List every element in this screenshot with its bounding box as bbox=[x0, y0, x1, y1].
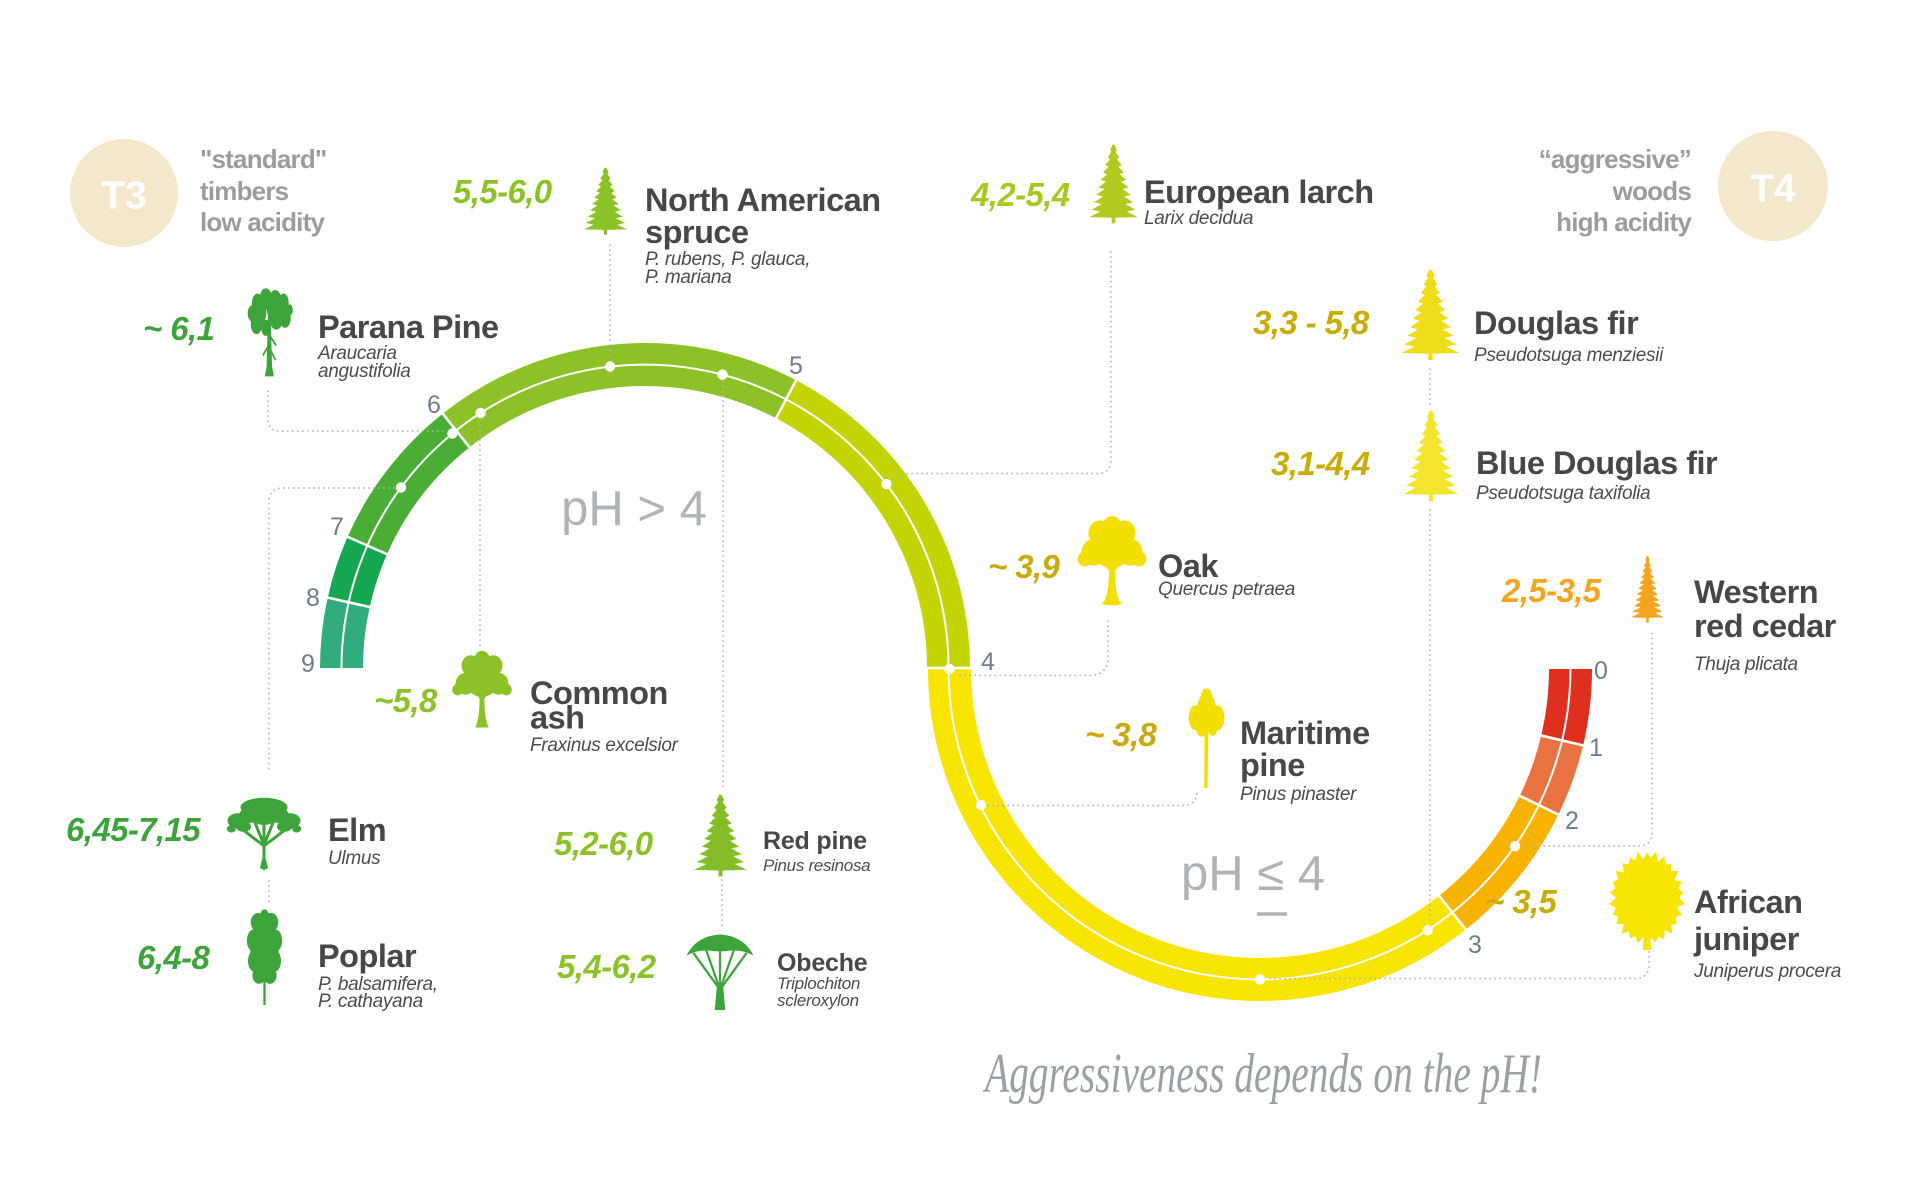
svg-text:Western: Western bbox=[1694, 574, 1818, 610]
svg-text:Ulmus: Ulmus bbox=[328, 848, 381, 869]
svg-text:3,1-4,4: 3,1-4,4 bbox=[1271, 445, 1370, 482]
svg-text:pH > 4: pH > 4 bbox=[561, 482, 707, 536]
svg-text:Elm: Elm bbox=[328, 812, 386, 848]
svg-text:ash: ash bbox=[530, 700, 585, 736]
svg-text:scleroxylon: scleroxylon bbox=[777, 991, 859, 1010]
svg-text:Blue Douglas fir: Blue Douglas fir bbox=[1476, 445, 1718, 481]
svg-text:T4: T4 bbox=[1750, 168, 1796, 211]
svg-text:Pinus resinosa: Pinus resinosa bbox=[763, 856, 870, 875]
svg-text:woods: woods bbox=[1612, 176, 1692, 206]
svg-text:Aggressiveness depends on the: Aggressiveness depends on the pH! bbox=[982, 1043, 1542, 1105]
svg-text:pine: pine bbox=[1240, 747, 1305, 783]
svg-text:Pseudotsuga taxifolia: Pseudotsuga taxifolia bbox=[1476, 483, 1650, 504]
svg-text:P. mariana: P. mariana bbox=[645, 267, 731, 288]
svg-text:8: 8 bbox=[306, 584, 320, 612]
svg-text:Oak: Oak bbox=[1158, 548, 1219, 584]
svg-text:5,4-6,2: 5,4-6,2 bbox=[557, 948, 657, 985]
svg-text:3: 3 bbox=[1468, 931, 1482, 959]
svg-text:3,3 - 5,8: 3,3 - 5,8 bbox=[1253, 304, 1370, 341]
svg-text:North American: North American bbox=[645, 182, 881, 218]
svg-text:high acidity: high acidity bbox=[1556, 207, 1692, 237]
svg-text:timbers: timbers bbox=[200, 176, 289, 206]
svg-text:European larch: European larch bbox=[1144, 174, 1374, 210]
svg-text:Quercus petraea: Quercus petraea bbox=[1158, 579, 1295, 600]
svg-text:Triplochiton: Triplochiton bbox=[777, 974, 860, 993]
svg-text:1: 1 bbox=[1589, 734, 1603, 762]
svg-text:~5,8: ~5,8 bbox=[374, 682, 438, 719]
svg-text:4: 4 bbox=[981, 648, 995, 676]
svg-text:5,5-6,0: 5,5-6,0 bbox=[453, 173, 553, 210]
svg-text:6,45-7,15: 6,45-7,15 bbox=[66, 811, 201, 848]
svg-text:Douglas fir: Douglas fir bbox=[1474, 305, 1639, 341]
svg-text:~ 3,8: ~ 3,8 bbox=[1085, 716, 1158, 753]
svg-text:6: 6 bbox=[427, 391, 441, 419]
svg-text:Common: Common bbox=[530, 675, 668, 711]
svg-text:angustifolia: angustifolia bbox=[318, 361, 411, 382]
svg-text:7: 7 bbox=[330, 513, 344, 541]
svg-text:Parana Pine: Parana Pine bbox=[318, 309, 499, 345]
svg-text:Juniperus procera: Juniperus procera bbox=[1693, 961, 1841, 982]
svg-text:9: 9 bbox=[301, 650, 315, 678]
svg-text:Pseudotsuga menziesii: Pseudotsuga menziesii bbox=[1474, 345, 1664, 366]
svg-text:red cedar: red cedar bbox=[1694, 608, 1837, 644]
svg-text:African: African bbox=[1694, 884, 1802, 920]
svg-text:6,4-8: 6,4-8 bbox=[137, 939, 210, 976]
svg-text:0: 0 bbox=[1594, 657, 1608, 685]
svg-text:5,2-6,0: 5,2-6,0 bbox=[554, 825, 654, 862]
svg-text:pH ≤ 4: pH ≤ 4 bbox=[1181, 847, 1325, 901]
svg-text:P. balsamifera,: P. balsamifera, bbox=[318, 974, 438, 995]
svg-text:“aggressive”: “aggressive” bbox=[1539, 144, 1691, 174]
svg-text:Pinus pinaster: Pinus pinaster bbox=[1240, 784, 1357, 805]
svg-text:"standard": "standard" bbox=[200, 144, 326, 174]
svg-text:4,2-5,4: 4,2-5,4 bbox=[970, 176, 1070, 213]
svg-text:Fraxinus excelsior: Fraxinus excelsior bbox=[530, 735, 679, 756]
svg-text:spruce: spruce bbox=[645, 214, 749, 250]
svg-text:2: 2 bbox=[1565, 807, 1579, 835]
svg-text:Obeche: Obeche bbox=[777, 949, 868, 977]
svg-text:Larix decidua: Larix decidua bbox=[1144, 208, 1253, 229]
svg-text:low acidity: low acidity bbox=[200, 207, 325, 237]
svg-text:P. rubens, P. glauca,: P. rubens, P. glauca, bbox=[645, 249, 810, 270]
svg-text:T3: T3 bbox=[101, 175, 147, 218]
svg-text:Red pine: Red pine bbox=[763, 827, 867, 855]
svg-text:Araucaria: Araucaria bbox=[317, 343, 397, 364]
svg-text:P. cathayana: P. cathayana bbox=[318, 991, 423, 1012]
svg-text:~ 6,1: ~ 6,1 bbox=[143, 310, 214, 347]
svg-text:5: 5 bbox=[789, 352, 803, 380]
svg-text:Maritime: Maritime bbox=[1240, 715, 1370, 751]
svg-text:juniper: juniper bbox=[1693, 921, 1800, 957]
svg-text:Poplar: Poplar bbox=[318, 938, 417, 974]
svg-text:~ 3,5: ~ 3,5 bbox=[1485, 883, 1558, 920]
svg-text:Thuja plicata: Thuja plicata bbox=[1694, 654, 1798, 675]
svg-text:2,5-3,5: 2,5-3,5 bbox=[1501, 572, 1602, 609]
svg-text:~ 3,9: ~ 3,9 bbox=[988, 548, 1061, 585]
